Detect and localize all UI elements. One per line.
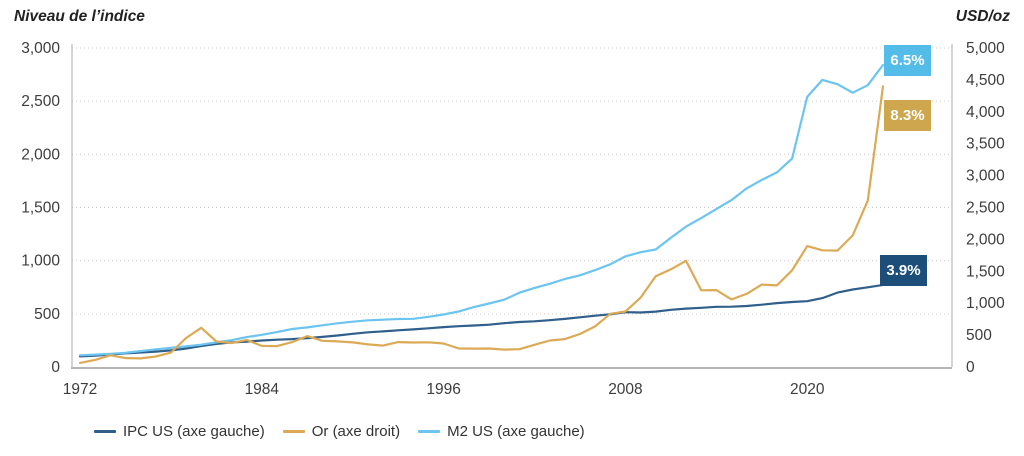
left-axis-tick: 0 (51, 359, 60, 376)
left-axis-tick: 1,500 (21, 200, 60, 217)
right-axis-tick: 0 (966, 359, 975, 376)
end-label-ipc-us: 3.9% (880, 255, 927, 286)
right-axis-tick: 4,000 (966, 104, 1005, 121)
line-ipc-us (78, 283, 885, 358)
legend-item-or: Or (axe droit) (282, 423, 401, 440)
left-axis-tick: 2,500 (21, 93, 60, 110)
end-label-m2-us: 6.5% (884, 45, 931, 76)
right-axis-tick: 4,500 (966, 72, 1005, 89)
right-axis-tick: 3,000 (966, 168, 1005, 185)
x-axis-tick: 2008 (608, 381, 642, 398)
x-axis-tick: 1972 (63, 381, 97, 398)
line-swatch-icon (94, 430, 116, 433)
legend-item-ipc-us: IPC US (axe gauche) (94, 423, 265, 440)
line-swatch-icon (418, 430, 441, 433)
right-axis-tick: 1,500 (966, 263, 1005, 280)
left-axis-tick: 2,000 (21, 146, 60, 163)
legend-label: Or (axe droit) (311, 423, 401, 440)
x-axis-tick: 1984 (245, 381, 280, 398)
right-axis-tick: 1,000 (966, 295, 1005, 312)
right-axis-tick: 2,500 (966, 200, 1005, 217)
right-axis-tick: 3,500 (966, 136, 1005, 153)
right-axis-title: USD/oz (955, 8, 1010, 25)
legend-item-m2-us: M2 US (axe gauche) (418, 423, 585, 440)
left-axis-tick: 3,000 (21, 40, 60, 57)
right-axis-tick: 500 (966, 327, 992, 344)
left-axis-title: Niveau de l’indice (14, 8, 145, 25)
line-m2-us (78, 63, 885, 357)
line-swatch-icon (282, 430, 305, 433)
line-or (78, 85, 885, 364)
left-axis-tick: 500 (34, 306, 60, 323)
chart-legend: IPC US (axe gauche) Or (axe droit) M2 US… (94, 423, 585, 440)
left-axis-tick: 1,000 (21, 253, 60, 270)
end-label-or: 8.3% (884, 100, 931, 131)
x-axis-tick: 1996 (426, 381, 460, 398)
legend-label: M2 US (axe gauche) (447, 423, 585, 440)
x-axis-tick: 2020 (790, 381, 825, 398)
legend-label: IPC US (axe gauche) (123, 423, 265, 440)
right-axis-tick: 2,000 (966, 231, 1005, 248)
right-axis-tick: 5,000 (966, 40, 1005, 57)
